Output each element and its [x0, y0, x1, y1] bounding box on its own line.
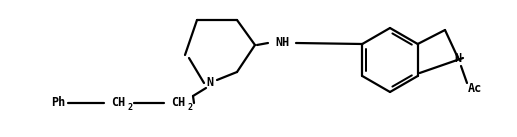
Text: Ph: Ph — [51, 96, 65, 109]
Text: N: N — [454, 52, 462, 65]
Text: NH: NH — [275, 36, 289, 49]
Text: N: N — [206, 75, 214, 89]
Text: CH: CH — [111, 96, 125, 109]
Text: 2: 2 — [128, 103, 132, 112]
Text: Ac: Ac — [468, 82, 482, 95]
Text: 2: 2 — [188, 103, 192, 112]
Text: CH: CH — [171, 96, 185, 109]
